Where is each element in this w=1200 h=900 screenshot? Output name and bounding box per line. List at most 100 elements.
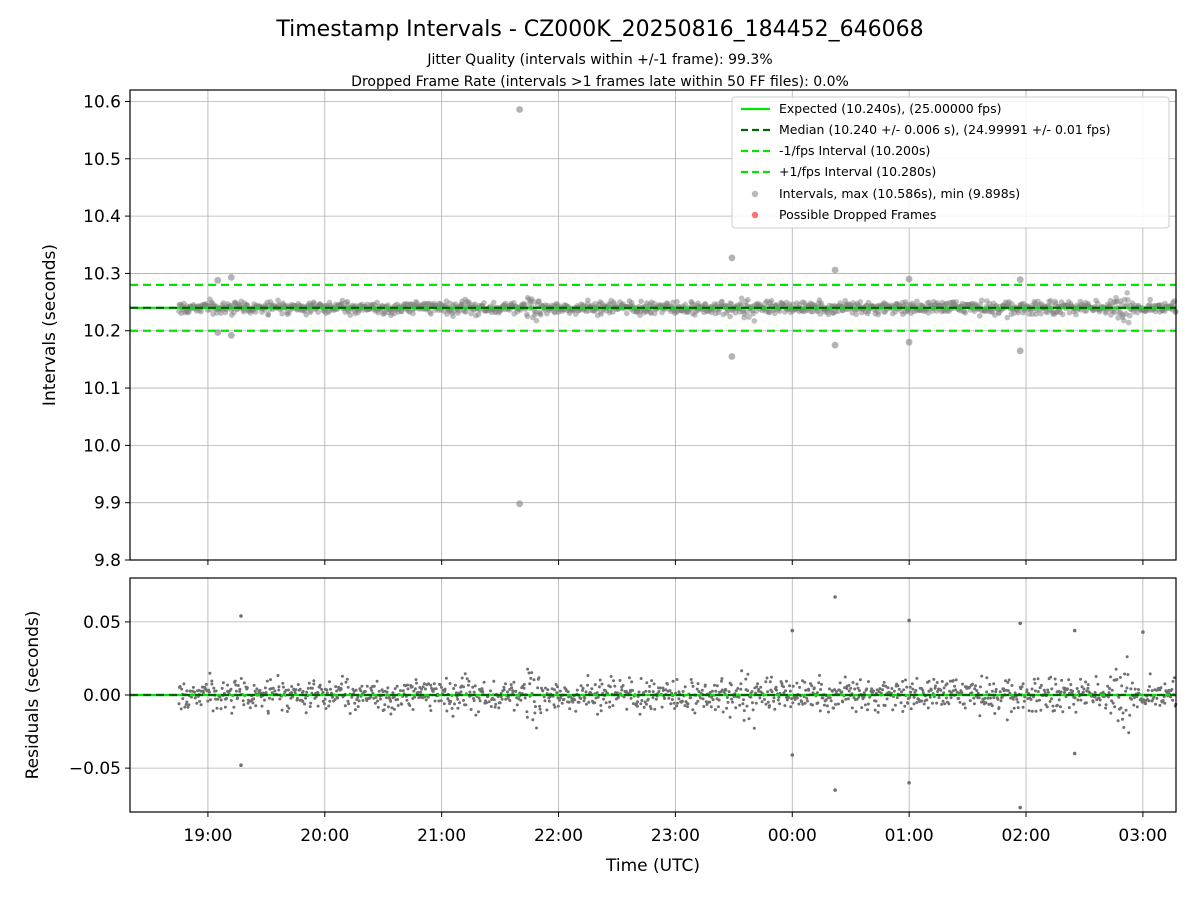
residual-point: [854, 710, 858, 714]
residual-point: [568, 707, 572, 711]
residual-point: [613, 684, 617, 688]
residual-point: [693, 711, 697, 715]
residual-point: [747, 717, 751, 721]
residual-point: [373, 701, 377, 705]
residual-point: [856, 686, 860, 690]
residual-point: [951, 679, 955, 683]
residual-point: [909, 690, 913, 694]
residual-point: [927, 689, 931, 693]
residual-point: [346, 699, 350, 703]
residual-point: [191, 685, 195, 689]
residual-point: [456, 706, 460, 710]
residual-point: [776, 698, 780, 702]
interval-point: [428, 311, 434, 317]
residual-point: [851, 681, 855, 684]
residual-point: [467, 679, 471, 683]
residual-point: [1132, 703, 1136, 707]
residual-point: [236, 696, 239, 700]
residual-point: [780, 682, 784, 685]
residual-point: [746, 672, 750, 676]
residual-point: [689, 696, 693, 700]
residual-point: [954, 678, 958, 682]
residual-point: [356, 695, 360, 699]
residual-point: [238, 687, 242, 691]
residual-point: [579, 697, 583, 700]
residual-point: [454, 691, 458, 695]
residual-point: [284, 688, 288, 692]
residual-point: [680, 699, 684, 703]
residual-point: [878, 687, 882, 691]
residual-point: [264, 691, 268, 694]
residual-point: [396, 698, 400, 701]
residual-point: [940, 680, 944, 683]
residual-point: [1116, 719, 1120, 723]
residual-point: [978, 714, 982, 718]
residual-point: [1163, 682, 1167, 686]
residual-point: [1007, 678, 1011, 682]
residual-point: [390, 706, 394, 710]
residual-point: [321, 690, 325, 694]
residual-point: [1011, 697, 1015, 701]
residual-point: [382, 708, 386, 712]
residual-point: [752, 726, 756, 730]
residual-point: [737, 695, 741, 699]
residual-point: [934, 684, 937, 688]
residual-point: [703, 683, 707, 687]
residual-point: [1172, 676, 1176, 680]
interval-outlier-point: [831, 266, 839, 274]
intervals-axes-frame: [129, 89, 1177, 561]
interval-point: [1004, 314, 1011, 321]
residual-point: [1119, 706, 1123, 710]
interval-outlier-point: [905, 275, 913, 283]
residual-point: [432, 682, 436, 686]
residual-point: [419, 690, 423, 694]
residual-point: [754, 701, 758, 705]
residual-point: [710, 695, 714, 699]
residual-point: [1038, 686, 1042, 690]
residual-point: [260, 704, 264, 708]
residual-point: [691, 708, 695, 712]
residual-point: [312, 679, 316, 683]
residual-point: [836, 702, 840, 706]
residual-point: [285, 710, 289, 713]
interval-point: [275, 297, 281, 304]
residual-point: [1163, 701, 1167, 705]
residual-point: [210, 679, 214, 683]
residual-point: [229, 687, 233, 691]
residual-point: [1046, 690, 1050, 694]
residual-point: [875, 688, 879, 692]
interval-point: [538, 312, 544, 318]
residual-point: [1113, 705, 1117, 709]
residual-point: [1150, 689, 1154, 693]
residual-point: [788, 684, 792, 688]
residual-point: [1008, 691, 1012, 695]
residual-point: [764, 680, 768, 684]
residual-point: [937, 696, 941, 700]
residual-point: [287, 706, 291, 710]
residual-point: [701, 697, 705, 701]
residual-point: [883, 704, 887, 707]
residual-point: [199, 703, 203, 707]
residual-point: [1110, 699, 1114, 703]
residual-point: [1077, 690, 1081, 693]
residual-point: [971, 682, 974, 686]
x-tick-label: 19:00: [183, 826, 232, 846]
residual-point: [1130, 697, 1133, 701]
x-tick-label: 00:00: [768, 826, 817, 846]
interval-point: [491, 299, 497, 306]
residual-point: [1038, 698, 1041, 702]
residual-point: [953, 684, 957, 688]
residual-point: [534, 705, 537, 709]
residual-point: [233, 679, 237, 683]
residual-point: [881, 688, 884, 692]
residual-point: [1026, 697, 1030, 700]
residual-point: [858, 678, 862, 682]
residual-point: [263, 686, 267, 690]
residual-point: [546, 688, 550, 692]
residual-point: [1029, 698, 1033, 701]
residual-point: [595, 691, 599, 695]
residual-point: [675, 704, 679, 708]
interval-outlier-point: [227, 274, 235, 281]
residual-point: [696, 699, 700, 703]
residual-point: [663, 697, 666, 700]
